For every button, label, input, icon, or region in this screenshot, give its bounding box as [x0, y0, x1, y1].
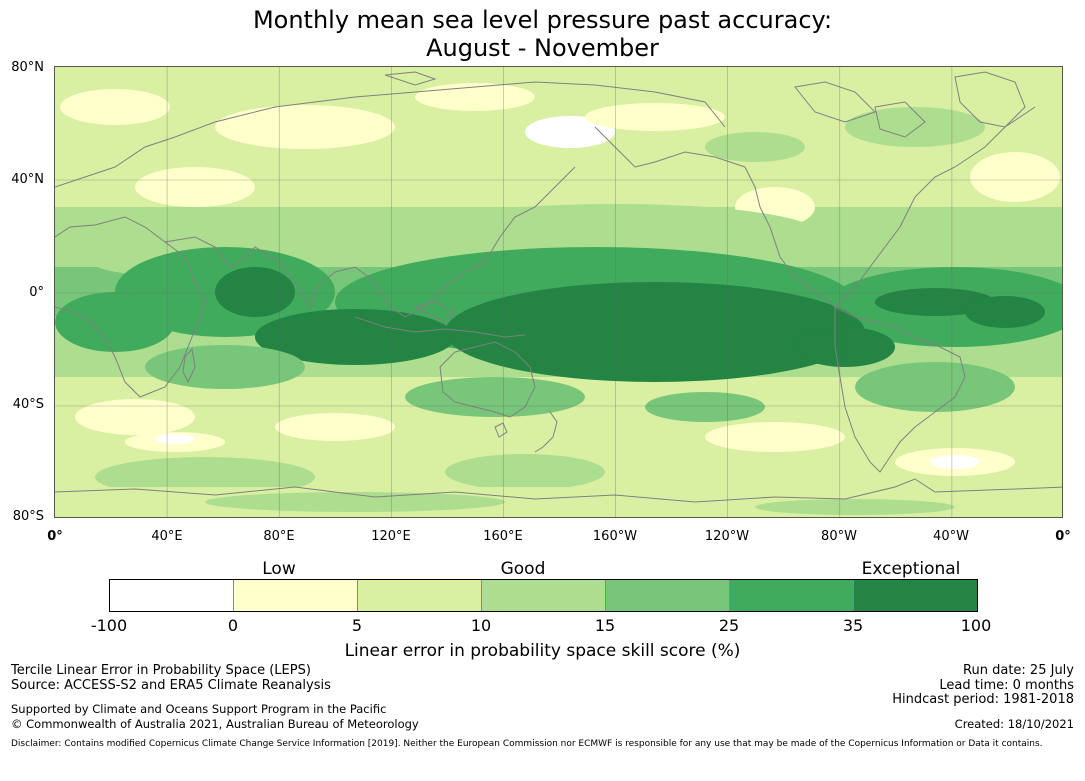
colorbar-tick: -100	[90, 616, 128, 635]
lon-label-160w: 160°W	[592, 529, 638, 544]
colorbar-cell	[357, 579, 482, 612]
copyright-text: © Commonwealth of Australia 2021, Austra…	[11, 717, 419, 731]
colorbar-cell	[481, 579, 606, 612]
colorbar-cell	[233, 579, 358, 612]
colorbar-cell	[729, 579, 854, 612]
skill-regions	[55, 83, 1062, 517]
lat-label-0: 0°	[29, 285, 44, 300]
lon-label-40e: 40°E	[151, 529, 183, 544]
lon-label-80w: 80°W	[821, 529, 857, 544]
method-text: Tercile Linear Error in Probability Spac…	[11, 663, 311, 678]
lon-label-160e: 160°E	[483, 529, 523, 544]
colorbar-tick: 5	[351, 616, 363, 635]
colorbar-border	[109, 579, 978, 612]
support-text: Supported by Climate and Oceans Support …	[11, 702, 387, 716]
colorbar-label: Linear error in probability space skill …	[344, 641, 741, 661]
map-title-line1: Monthly mean sea level pressure past acc…	[252, 6, 833, 34]
coastlines	[55, 71, 1062, 503]
colorbar-tick: 25	[718, 616, 740, 635]
map-title: Monthly mean sea level pressure past acc…	[0, 6, 1085, 62]
colorbar-tick: 10	[470, 616, 492, 635]
lon-label-0-right: 0°	[1055, 529, 1071, 544]
skill-score-map	[54, 66, 1063, 518]
source-text: Source: ACCESS-S2 and ERA5 Climate Reana…	[11, 678, 331, 693]
gridlines	[55, 67, 1062, 517]
colorbar-tick: 15	[594, 616, 616, 635]
colorbar-category-low: Low	[262, 559, 296, 579]
lon-label-120w: 120°W	[704, 529, 750, 544]
created-text: Created: 18/10/2021	[954, 717, 1074, 731]
colorbar-cell	[605, 579, 730, 612]
lon-label-120e: 120°E	[371, 529, 411, 544]
run-date-text: Run date: 25 July	[963, 663, 1074, 678]
lon-label-40w: 40°W	[933, 529, 969, 544]
hindcast-text: Hindcast period: 1981-2018	[892, 692, 1074, 707]
colorbar-tick: 100	[960, 616, 992, 635]
colorbar-category-exceptional: Exceptional	[861, 559, 961, 579]
map-canvas	[55, 67, 1062, 517]
lat-label-80s: 80°S	[12, 509, 44, 524]
colorbar-tick: 35	[842, 616, 864, 635]
lat-label-40n: 40°N	[11, 172, 44, 187]
lon-label-80e: 80°E	[263, 529, 295, 544]
colorbar-cell	[853, 579, 978, 612]
lead-time-text: Lead time: 0 months	[939, 678, 1074, 693]
colorbar-cell	[109, 579, 234, 612]
lat-label-40s: 40°S	[12, 397, 44, 412]
disclaimer-text: Disclaimer: Contains modified Copernicus…	[11, 739, 1043, 749]
colorbar-tick: 0	[227, 616, 239, 635]
colorbar	[109, 579, 978, 612]
lat-label-80n: 80°N	[11, 60, 44, 75]
lon-label-0-left: 0°	[47, 529, 63, 544]
map-title-line2: August - November	[426, 34, 659, 62]
colorbar-category-good: Good	[500, 559, 546, 579]
